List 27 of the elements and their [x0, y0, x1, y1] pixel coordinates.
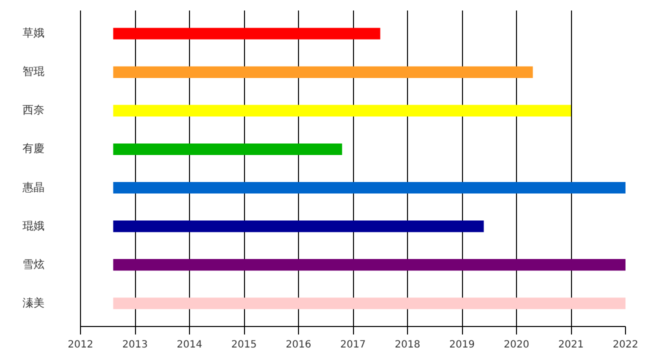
- bar: [113, 259, 626, 271]
- bar: [113, 66, 533, 78]
- x-tick-label: 2013: [122, 340, 148, 350]
- y-tick-label: 智琨: [22, 66, 44, 78]
- x-tick-label: 2014: [176, 340, 202, 350]
- bar: [113, 28, 380, 40]
- x-tick-label: 2021: [558, 340, 584, 350]
- x-tick-label: 2012: [68, 340, 94, 350]
- x-tick-label: 2019: [449, 340, 475, 350]
- bar: [113, 143, 342, 156]
- bar: [113, 298, 626, 310]
- y-tick-label: 西奈: [22, 104, 44, 117]
- bar: [113, 220, 484, 232]
- x-tick-label: 2016: [286, 340, 312, 350]
- y-tick-label: 琨娥: [22, 220, 44, 232]
- y-tick-label: 惠晶: [22, 180, 44, 194]
- x-tick-label: 2015: [231, 340, 257, 350]
- y-tick-label: 雪炫: [22, 258, 44, 271]
- bar: [113, 182, 626, 194]
- x-tick-label: 2020: [504, 340, 530, 350]
- x-tick-label: 2017: [340, 340, 366, 350]
- x-tick-label: 2022: [612, 340, 638, 350]
- x-tick-label: 2018: [394, 340, 420, 350]
- y-tick-label: 有慶: [22, 142, 44, 156]
- y-tick-label: 溱美: [22, 296, 44, 310]
- y-tick-label: 草娥: [22, 26, 44, 40]
- bar: [113, 104, 571, 116]
